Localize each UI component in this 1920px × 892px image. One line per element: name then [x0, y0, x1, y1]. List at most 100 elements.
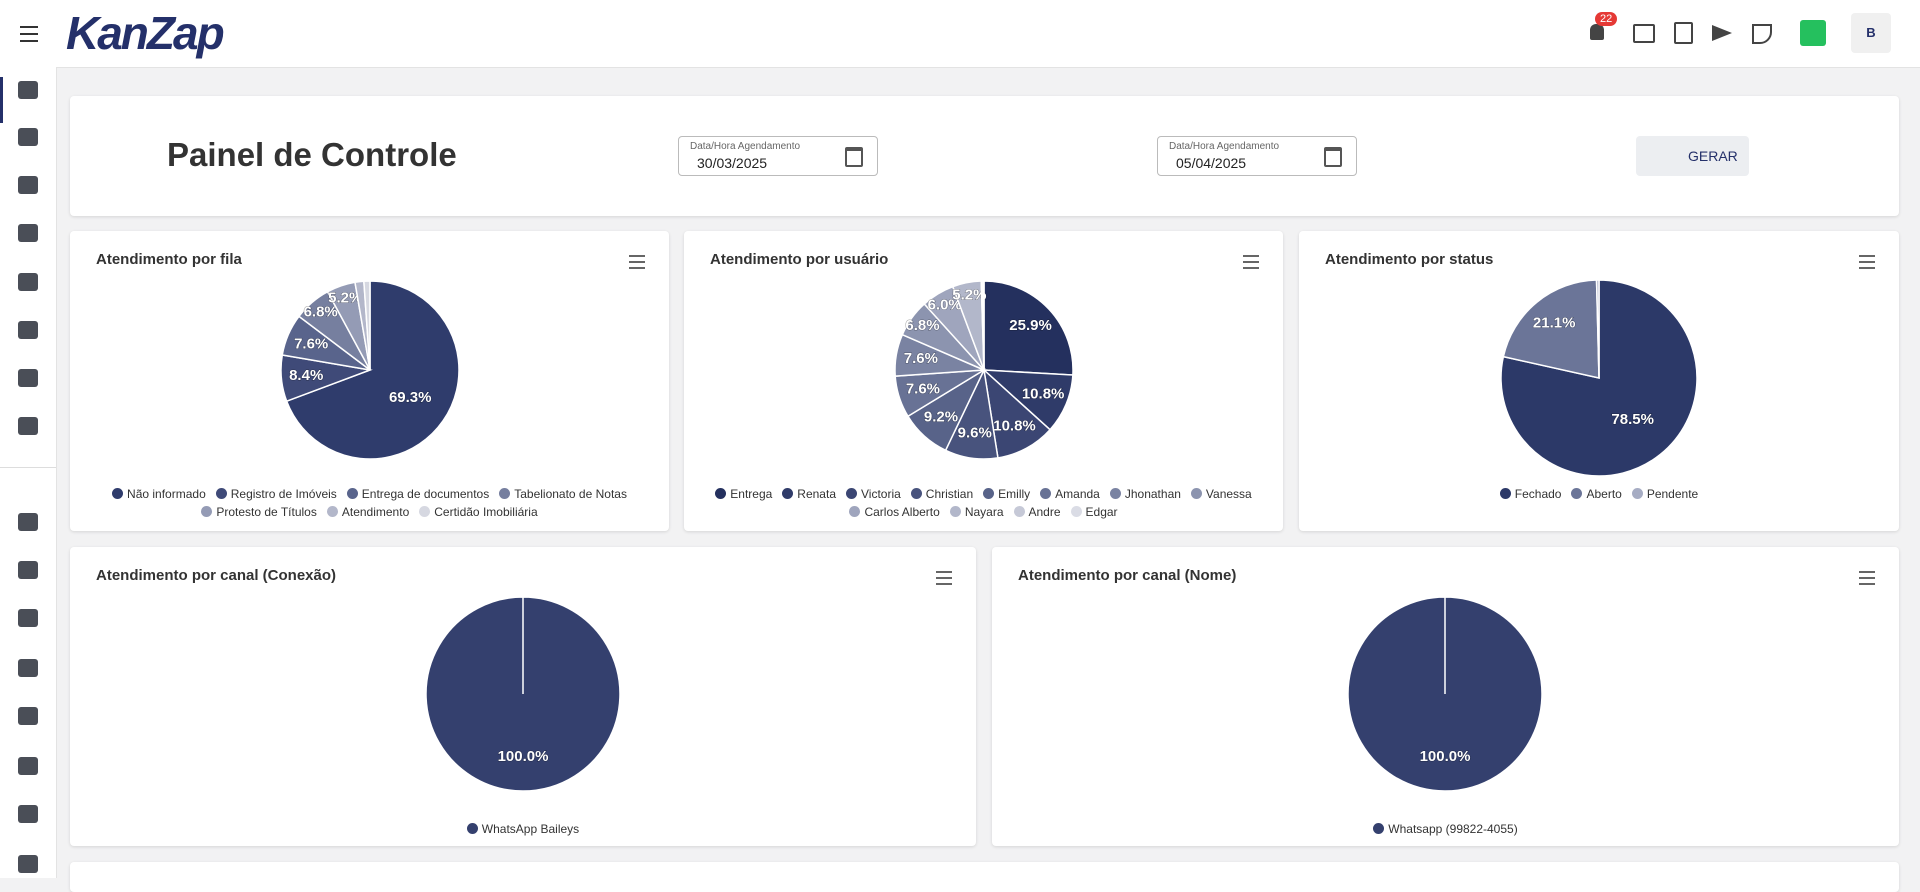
legend-item[interactable]: Entrega de documentos	[346, 487, 490, 501]
legend-swatch	[910, 488, 922, 499]
legend-swatch	[201, 506, 213, 517]
legend-swatch	[782, 488, 794, 499]
legend-item[interactable]: Edgar	[1070, 505, 1118, 519]
next-card	[70, 862, 1899, 892]
slice-label: 100.0%	[498, 748, 549, 765]
nav-icon[interactable]	[18, 757, 38, 775]
legend-item[interactable]: Christian	[910, 487, 973, 501]
menu-toggle[interactable]	[20, 26, 38, 42]
legend-item[interactable]: Renata	[782, 487, 836, 501]
nav-icon[interactable]	[18, 81, 38, 99]
send[interactable]	[1712, 25, 1732, 41]
legend-item[interactable]: Fechado	[1499, 487, 1561, 501]
slice-label: 69.3%	[389, 389, 432, 406]
legend-swatch	[1499, 488, 1511, 499]
calendar-icon[interactable]	[845, 147, 863, 167]
legend-label: Entrega de documentos	[361, 487, 490, 501]
legend-swatch	[215, 488, 227, 499]
slice-label: 10.8%	[993, 417, 1036, 434]
legend-item[interactable]: Vanessa	[1190, 487, 1252, 501]
logo[interactable]: KanZap	[66, 7, 225, 59]
legend-item[interactable]: WhatsApp Baileys	[466, 822, 580, 836]
legend-item[interactable]: Victoria	[846, 487, 901, 501]
legend-swatch	[499, 488, 511, 499]
legend-label: WhatsApp Baileys	[481, 822, 580, 836]
legend-item[interactable]: Jhonathan	[1109, 487, 1181, 501]
slice-label: 25.9%	[1009, 317, 1052, 334]
legend-label: Registro de Imóveis	[230, 487, 337, 501]
nav-icon[interactable]	[18, 321, 38, 339]
slice-label: 78.5%	[1611, 411, 1654, 428]
legend-item[interactable]: Atendimento	[326, 505, 409, 519]
slice-label: 9.2%	[924, 408, 958, 425]
calendar-icon[interactable]	[1324, 147, 1342, 167]
page-title: Painel de Controle	[167, 136, 457, 173]
legend-item[interactable]: Tabelionato de Notas	[499, 487, 627, 501]
nav-icon[interactable]	[18, 855, 38, 873]
legend-item[interactable]: Certidão Imobiliária	[419, 505, 538, 519]
legend: Whatsapp (99822-4055)	[1012, 822, 1879, 836]
chats[interactable]	[1633, 24, 1655, 43]
legend-item[interactable]: Whatsapp (99822-4055)	[1373, 822, 1518, 836]
legend-item[interactable]: Andre	[1013, 505, 1061, 519]
start-date[interactable]: Data/Hora Agendamento 30/03/2025	[678, 136, 878, 176]
legend-label: Protesto de Títulos	[216, 505, 317, 519]
chart-menu[interactable]	[1859, 255, 1875, 269]
pie-chart: 78.5% 21.1%	[1500, 279, 1698, 477]
notifications[interactable]	[1590, 24, 1604, 40]
legend-swatch	[1373, 823, 1385, 834]
legend-swatch	[983, 488, 995, 499]
nav-icon[interactable]	[18, 707, 38, 725]
nav-icon[interactable]	[18, 659, 38, 677]
nav-icon[interactable]	[18, 273, 38, 291]
pie-slice	[363, 280, 371, 371]
legend-label: Andre	[1028, 505, 1061, 519]
nav-icon[interactable]	[18, 176, 38, 194]
legend-item[interactable]: Não informado	[112, 487, 206, 501]
slice-label: 5.2%	[952, 287, 986, 304]
legend-item[interactable]: Pendente	[1631, 487, 1698, 501]
legend-label: Aberto	[1586, 487, 1622, 501]
legend-item[interactable]: Registro de Imóveis	[215, 487, 337, 501]
chart-menu[interactable]	[1859, 571, 1875, 585]
nav-icon[interactable]	[18, 513, 38, 531]
chart-menu[interactable]	[629, 255, 645, 269]
nav-icon[interactable]	[18, 561, 38, 579]
field-label: Data/Hora Agendamento	[1169, 141, 1280, 152]
legend-item[interactable]: Protesto de Títulos	[201, 505, 317, 519]
avatar[interactable]: B	[1851, 13, 1891, 53]
tasks[interactable]	[1674, 22, 1693, 44]
legend-swatch	[326, 506, 338, 517]
legend-label: Victoria	[861, 487, 901, 501]
nav-icon[interactable]	[18, 805, 38, 823]
chart-title: Atendimento por usuário	[710, 251, 889, 268]
legend-swatch	[1070, 506, 1082, 517]
nav-icon[interactable]	[18, 417, 38, 435]
nav-icon[interactable]	[18, 609, 38, 627]
slice-label: 10.8%	[1022, 386, 1065, 403]
legend-swatch	[1109, 488, 1121, 499]
status[interactable]	[1800, 20, 1826, 46]
controls-card: Painel de Controle Data/Hora Agendamento…	[70, 96, 1899, 216]
pie-chart: 100.0%	[1347, 596, 1543, 792]
nav-icon[interactable]	[18, 224, 38, 242]
legend-item[interactable]: Carlos Alberto	[849, 505, 940, 519]
nav-icon[interactable]	[18, 369, 38, 387]
pie-slice	[425, 596, 621, 792]
field-value: 30/03/2025	[697, 155, 768, 171]
nav-icon[interactable]	[18, 128, 38, 146]
chart-menu[interactable]	[936, 571, 952, 585]
legend-item[interactable]: Entrega	[715, 487, 772, 501]
legend-item[interactable]: Amanda	[1040, 487, 1100, 501]
chart-menu[interactable]	[1243, 255, 1259, 269]
generate-button[interactable]: GERAR	[1636, 136, 1749, 176]
chart-title: Atendimento por fila	[96, 251, 242, 268]
legend-item[interactable]: Emilly	[983, 487, 1030, 501]
legend-swatch	[846, 488, 857, 499]
end-date[interactable]: Data/Hora Agendamento 05/04/2025	[1157, 136, 1357, 176]
legend-item[interactable]: Aberto	[1571, 487, 1622, 501]
legend-swatch	[1571, 488, 1583, 499]
calls[interactable]	[1752, 24, 1772, 44]
legend-item[interactable]: Nayara	[949, 505, 1004, 519]
legend-swatch	[849, 506, 861, 517]
